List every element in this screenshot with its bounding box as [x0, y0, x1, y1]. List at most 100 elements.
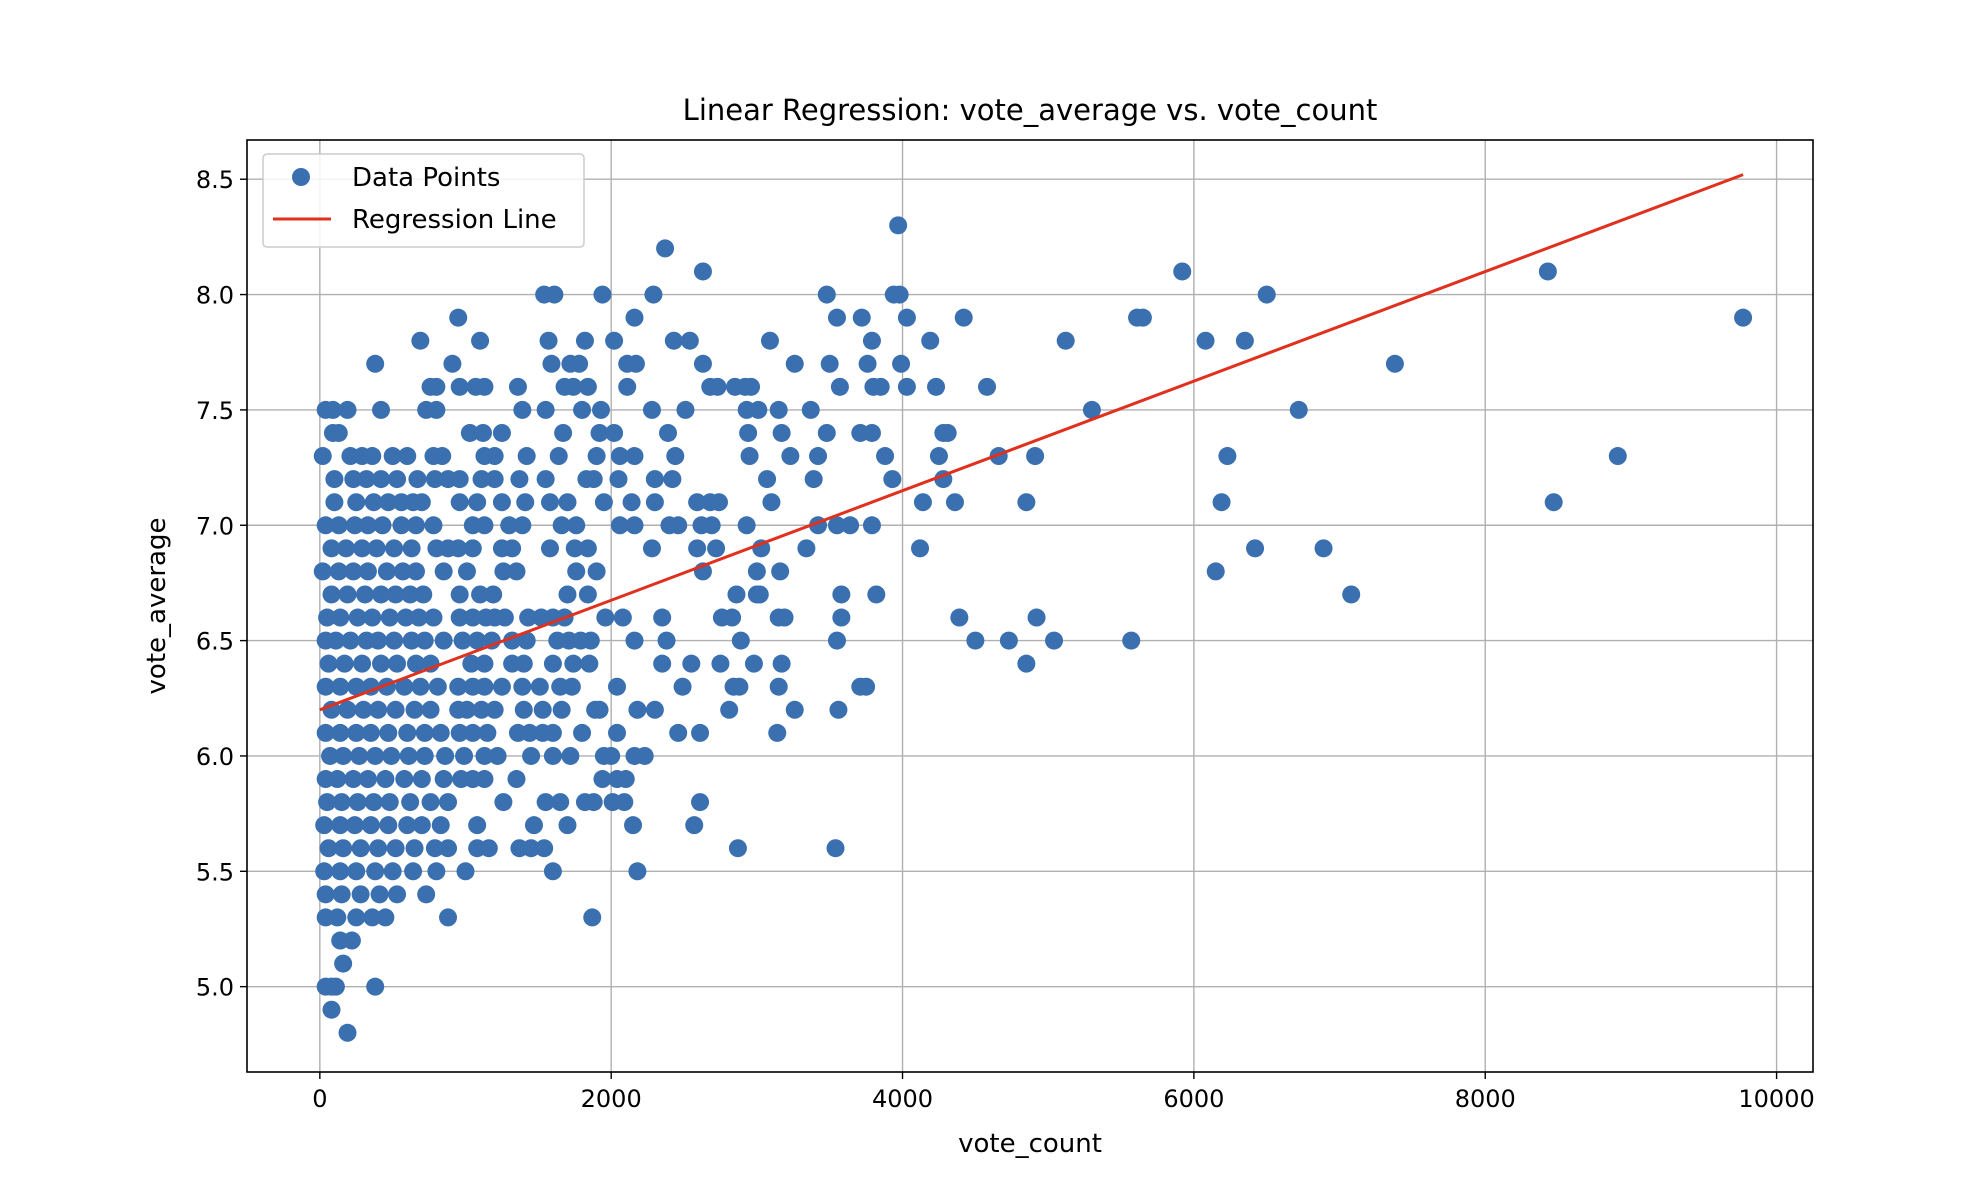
data-point: [769, 400, 788, 419]
data-point: [929, 447, 948, 466]
data-point: [688, 539, 707, 558]
data-point: [827, 516, 846, 535]
data-point: [494, 562, 513, 581]
data-point: [372, 470, 391, 489]
data-point: [344, 470, 363, 489]
data-point: [379, 493, 398, 512]
data-point: [338, 585, 357, 604]
data-point: [315, 862, 334, 881]
data-point: [329, 423, 348, 442]
data-point: [385, 631, 404, 650]
data-point: [827, 308, 846, 327]
data-point: [494, 793, 513, 812]
data-point: [897, 377, 916, 396]
data-point: [610, 516, 629, 535]
data-point: [345, 816, 364, 835]
data-point: [415, 631, 434, 650]
data-point: [318, 608, 337, 627]
data-point: [809, 447, 828, 466]
data-point: [471, 585, 490, 604]
data-point: [769, 677, 788, 696]
data-point: [331, 608, 350, 627]
data-point: [552, 700, 571, 719]
data-point: [644, 285, 663, 304]
data-point: [554, 423, 573, 442]
data-point: [450, 493, 469, 512]
regression-line-layer: [319, 173, 1744, 712]
data-point: [609, 470, 628, 489]
data-point: [338, 1023, 357, 1042]
y-tick-label: 5.5: [196, 858, 234, 886]
data-point: [443, 354, 462, 373]
data-point: [408, 470, 427, 489]
data-point: [495, 608, 514, 627]
data-point: [388, 470, 407, 489]
data-point: [830, 377, 849, 396]
data-point: [485, 447, 504, 466]
data-point: [682, 654, 701, 673]
data-point: [749, 400, 768, 419]
data-point: [570, 354, 589, 373]
data-point: [892, 354, 911, 373]
data-point: [372, 585, 391, 604]
data-point: [530, 677, 549, 696]
data-point: [1734, 308, 1753, 327]
data-point: [393, 562, 412, 581]
data-point: [503, 539, 522, 558]
data-point: [580, 654, 599, 673]
data-point: [801, 400, 820, 419]
data-point: [913, 493, 932, 512]
data-point: [318, 793, 337, 812]
data-point: [1342, 585, 1361, 604]
data-point: [1235, 331, 1254, 350]
data-point: [313, 447, 332, 466]
y-axis-ticks: 5.0 5.5 6.0 6.5 7.0 7.5 8.0 8.5: [196, 166, 247, 1002]
data-point: [351, 839, 370, 858]
y-tick-label: 5.0: [196, 974, 234, 1002]
x-tick-label: 0: [312, 1085, 327, 1113]
data-point: [593, 285, 612, 304]
data-point: [635, 746, 654, 765]
data-point: [424, 608, 443, 627]
data-point: [522, 746, 541, 765]
data-point: [351, 885, 370, 904]
legend-marker-data-points: [292, 168, 310, 186]
data-point: [488, 746, 507, 765]
data-point: [558, 816, 577, 835]
data-point: [363, 608, 382, 627]
data-point: [347, 677, 366, 696]
data-point: [536, 470, 555, 489]
data-point: [331, 816, 350, 835]
data-point: [455, 746, 474, 765]
data-point: [428, 677, 447, 696]
data-point: [876, 447, 895, 466]
data-point: [513, 516, 532, 535]
data-point: [380, 793, 399, 812]
data-point: [315, 816, 334, 835]
data-point: [656, 239, 675, 258]
data-point: [669, 516, 688, 535]
data-point: [332, 793, 351, 812]
data-point: [954, 308, 973, 327]
data-point: [398, 447, 417, 466]
data-point: [564, 654, 583, 673]
data-point: [615, 793, 634, 812]
data-point: [388, 654, 407, 673]
data-point: [382, 746, 401, 765]
data-point: [772, 654, 791, 673]
data-point: [409, 608, 428, 627]
data-point: [543, 746, 562, 765]
data-point: [421, 654, 440, 673]
data-point: [412, 816, 431, 835]
data-point: [1045, 631, 1064, 650]
data-point: [610, 447, 629, 466]
data-point: [1196, 331, 1215, 350]
data-point: [379, 723, 398, 742]
data-point: [1314, 539, 1333, 558]
data-point: [475, 770, 494, 789]
data-point: [867, 585, 886, 604]
data-point: [475, 516, 494, 535]
data-point: [484, 585, 503, 604]
data-point: [344, 770, 363, 789]
data-point: [328, 908, 347, 927]
